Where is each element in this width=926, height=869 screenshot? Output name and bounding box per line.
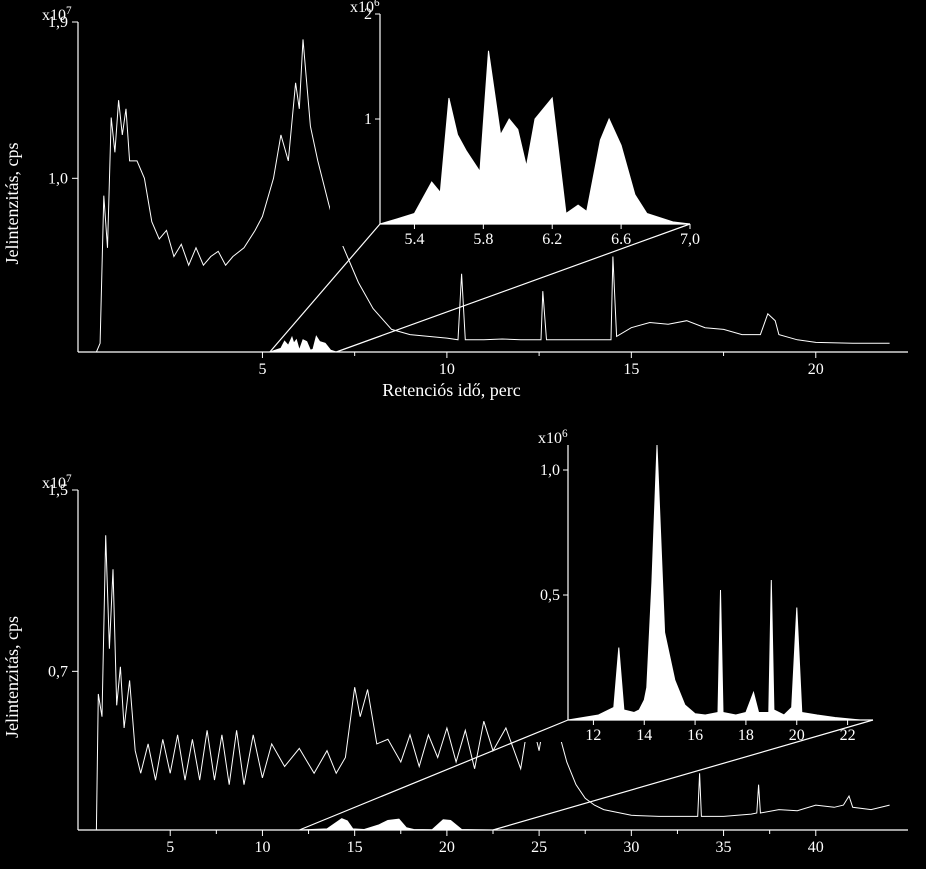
callout-line [270,224,380,352]
inset-x-tick: 5.4 [404,231,424,248]
baseline-peaks [299,819,493,830]
inset-bottom: 1214161820220,51,0x106 [518,425,881,744]
inset-y-tick: 1 [364,111,372,128]
x-tick-label: 15 [347,839,363,856]
panel-top: 51015201,01,9x107Jelintenzitás, cpsReten… [2,0,908,400]
chromatogram-figure: 51015201,01,9x107Jelintenzitás, cpsReten… [0,0,926,869]
y-tick-label: 0,7 [48,663,68,680]
panel-bottom: 5101520253035400,71,5x107Jelintenzitás, … [2,425,908,856]
y-axis-label: Jelintenzitás, cps [2,143,22,265]
x-tick-label: 5 [166,839,174,856]
x-tick-label: 30 [623,839,639,856]
x-tick-label: 40 [808,839,824,856]
x-tick-label: 20 [808,361,824,378]
inset-x-tick: 7,0 [680,231,700,248]
inset-x-tick: 6.2 [542,231,562,248]
x-tick-label: 20 [439,839,455,856]
x-tick-label: 5 [258,361,266,378]
y-axis-label: Jelintenzitás, cps [2,616,22,738]
x-tick-label: 10 [254,839,270,856]
inset-x-tick: 5.8 [473,231,493,248]
baseline-peaks [270,336,336,352]
x-axis-label: Retenciós idő, perc [382,380,520,400]
inset-x-tick: 18 [738,727,754,744]
y-tick-label: 1,0 [48,170,68,187]
x-tick-label: 15 [623,361,639,378]
inset-x-tick: 6.6 [611,231,631,248]
inset-x-tick: 14 [636,727,652,744]
inset-y-tick: 1,0 [540,462,560,479]
x-tick-label: 25 [531,839,547,856]
inset-y-tick: 0,5 [540,587,560,604]
inset-top: 5.45.86.26.67,012x106 [330,0,700,248]
x-tick-label: 10 [439,361,455,378]
x-tick-label: 35 [716,839,732,856]
callout-line [299,720,568,830]
inset-x-tick: 16 [687,727,703,744]
inset-x-tick: 12 [585,727,601,744]
